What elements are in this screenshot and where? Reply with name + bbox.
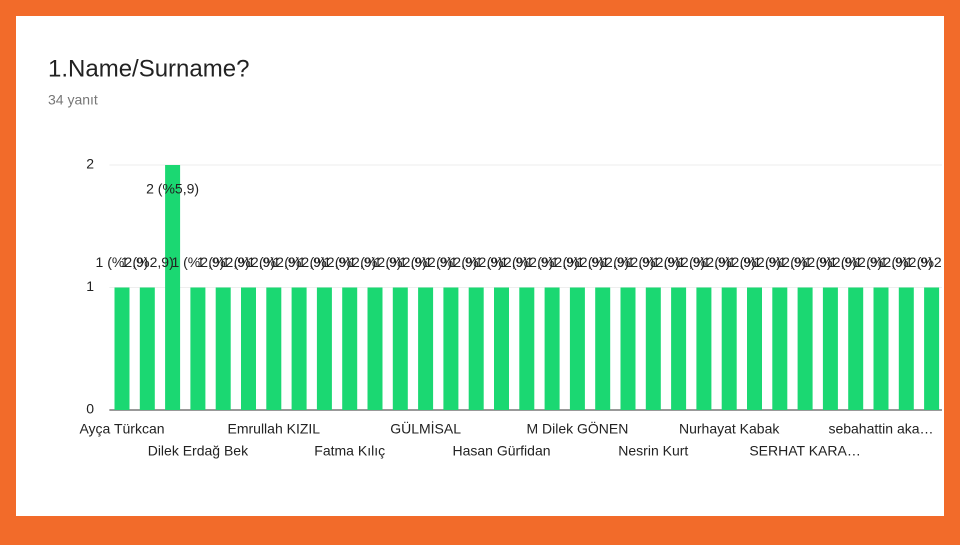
bar xyxy=(165,165,181,410)
bar xyxy=(114,287,130,410)
bar xyxy=(924,287,940,410)
value-label: 1 (%2,9) xyxy=(652,254,705,270)
value-label: 1 (%2,9) xyxy=(880,254,933,270)
x-tick-label: GÜLMİSAL xyxy=(390,420,461,437)
value-label: 1 (%2,9) xyxy=(96,254,149,270)
bar xyxy=(822,287,838,410)
bar xyxy=(494,287,509,410)
bar xyxy=(291,287,307,410)
bar xyxy=(772,287,788,410)
bar xyxy=(797,287,813,410)
x-tick-label: SERHAT KARA… xyxy=(749,443,861,459)
value-label: 1 (%2,9) xyxy=(475,254,528,270)
value-label: 1 (%2,9) xyxy=(349,254,402,270)
x-tick-label: Hasan Gürfidan xyxy=(452,443,550,459)
value-label: 1 (%2,9) xyxy=(855,254,908,270)
bar xyxy=(215,287,231,410)
bar xyxy=(342,287,358,410)
value-label: 1 (%2,9) xyxy=(829,254,882,270)
x-tick-label: Nurhayat Kabak xyxy=(679,421,780,437)
x-tick-label: Ayça Türkcan xyxy=(79,421,164,437)
chart-title: 1.Name/Surname? xyxy=(48,55,249,82)
value-label: 1 (%2,9) xyxy=(627,254,680,270)
value-label: 1 (%2,9) xyxy=(273,254,326,270)
plot: 0 1 2 Ayça Türkcan Dilek Erdağ Bek Emrullah K… xyxy=(79,156,958,459)
bar xyxy=(620,287,636,410)
bar xyxy=(544,287,560,410)
x-tick-label: M Dilek GÖNEN xyxy=(526,420,628,437)
bar xyxy=(190,287,206,410)
bar xyxy=(443,287,459,410)
value-label: 1 (%2,9) xyxy=(171,254,224,270)
bar xyxy=(595,287,611,410)
value-label: 1 (%2,9) xyxy=(677,254,730,270)
value-label: 1 (%2,9) xyxy=(753,254,806,270)
x-tick-label: Fatma Kılıç xyxy=(314,443,385,459)
value-label: 1 (%2,9) xyxy=(500,254,553,270)
bar xyxy=(671,287,687,410)
bar xyxy=(519,287,535,410)
bar xyxy=(747,287,762,410)
value-label: 1 (%2,9) xyxy=(222,254,275,270)
bar xyxy=(873,287,889,410)
bar xyxy=(241,287,256,410)
bar xyxy=(266,287,282,410)
value-label: 1 (%2,9) xyxy=(602,254,655,270)
value-label: 1 (%2,9) xyxy=(905,254,958,270)
value-label: 1 (%2,9) xyxy=(551,254,604,270)
x-tick-label: Emrullah KIZIL xyxy=(228,421,321,437)
bar xyxy=(139,287,155,410)
bar xyxy=(645,287,661,410)
value-label: 2 (%5,9) xyxy=(146,181,199,197)
bar xyxy=(696,287,712,410)
value-label: 1 (%2,9) xyxy=(399,254,452,270)
x-tick-label: Dilek Erdağ Bek xyxy=(148,443,249,459)
value-label: 1 (%2,9) xyxy=(779,254,832,270)
bar xyxy=(721,287,737,410)
y-tick-label: 2 xyxy=(86,156,94,172)
value-label: 1 (%2,9) xyxy=(374,254,427,270)
bar xyxy=(898,287,914,410)
value-label: 1 (%2,9) xyxy=(703,254,756,270)
value-label: 1 (%2,9) xyxy=(804,254,857,270)
value-label: 1 (%2,9) xyxy=(197,254,250,270)
value-label: 1 (%2,9) xyxy=(298,254,351,270)
bar xyxy=(418,287,434,410)
x-tick-label: sebahattin aka… xyxy=(828,421,933,437)
y-tick-label: 0 xyxy=(86,401,94,417)
value-label: 1 (%2,9) xyxy=(424,254,477,270)
value-label: 1 (%2,9) xyxy=(526,254,579,270)
value-label: 1 (%2,9) xyxy=(247,254,300,270)
bar xyxy=(392,287,408,410)
bar xyxy=(468,287,484,410)
bar xyxy=(848,287,864,410)
chart-subtitle: 34 yanıt xyxy=(48,92,98,108)
value-label: 1 (%2,9) xyxy=(450,254,503,270)
bar xyxy=(367,287,383,410)
value-label: 1 (%2,9) xyxy=(121,254,174,270)
bar xyxy=(569,287,585,410)
y-tick-label: 1 xyxy=(86,278,94,294)
bar xyxy=(316,287,332,410)
x-tick-label: Nesrin Kurt xyxy=(618,443,688,459)
value-label: 1 (%2,9) xyxy=(576,254,629,270)
value-label: 1 (%2,9) xyxy=(323,254,376,270)
value-label: 1 (%2,9) xyxy=(728,254,781,270)
